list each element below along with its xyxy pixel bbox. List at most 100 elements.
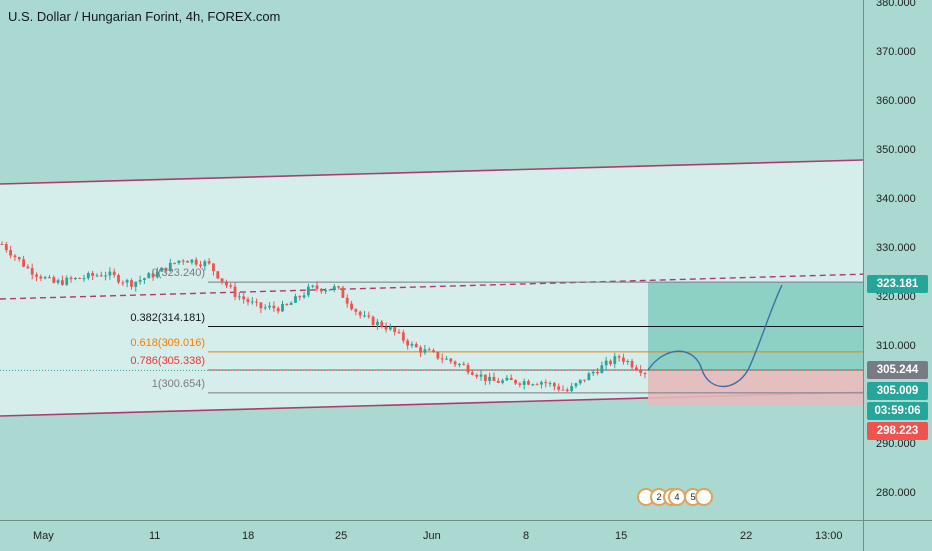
candle	[138, 275, 142, 285]
candle	[203, 259, 207, 271]
candle	[285, 303, 289, 306]
candle-body	[341, 287, 345, 298]
candle	[117, 273, 120, 285]
candle	[26, 264, 30, 270]
candle-body	[125, 280, 129, 283]
candle	[177, 260, 181, 265]
candle-body	[306, 286, 310, 296]
candle	[125, 278, 129, 288]
candle	[388, 323, 392, 331]
price-tick-label: 360.000	[876, 94, 916, 107]
candle	[423, 344, 427, 355]
fib-label-0618: 0.618(309.016)	[130, 336, 205, 349]
candle	[578, 379, 582, 386]
candle-body	[622, 357, 625, 362]
candle-body	[112, 271, 116, 276]
candle-body	[604, 360, 608, 366]
candle-body	[48, 277, 51, 279]
candle	[401, 329, 405, 344]
candle	[43, 275, 47, 280]
candle-body	[82, 278, 86, 280]
candle-body	[626, 361, 630, 363]
candle	[82, 274, 86, 282]
event-icon-6[interactable]	[695, 488, 713, 506]
candle-body	[574, 383, 578, 387]
candle	[522, 378, 526, 390]
candle	[634, 364, 638, 372]
candle	[281, 300, 284, 313]
candle	[181, 259, 185, 265]
price-tick-label: 280.000	[876, 487, 916, 500]
candle-body	[281, 303, 284, 312]
price-axis[interactable]: 380.000 370.000 360.000 350.000 340.000 330.0…	[863, 0, 932, 520]
channel-upper-line[interactable]	[0, 159, 864, 185]
candle-body	[419, 347, 422, 353]
candle-body	[583, 379, 586, 381]
candle	[225, 279, 228, 289]
candle	[190, 259, 194, 265]
candle-body	[328, 289, 332, 291]
candle-body	[233, 286, 237, 297]
candle	[164, 267, 168, 274]
candle-body	[449, 358, 453, 362]
candle-body	[35, 274, 38, 277]
time-axis[interactable]: May 11 18 25 Jun 8 15 22 13:00	[0, 520, 863, 551]
candle	[570, 382, 574, 393]
dashed-trendline[interactable]	[0, 273, 871, 300]
candle-body	[117, 275, 120, 283]
axis-corner	[863, 520, 932, 551]
candle-body	[91, 273, 95, 276]
candle	[617, 354, 621, 362]
candle	[229, 282, 233, 289]
candle-body	[225, 281, 228, 286]
candle-body	[540, 382, 543, 385]
fib-label-0382: 0.382(314.181)	[130, 311, 205, 324]
candle	[13, 254, 17, 261]
candle	[246, 296, 250, 306]
candle	[255, 298, 259, 307]
candle	[319, 288, 323, 294]
candle-body	[384, 326, 388, 330]
candle	[367, 311, 371, 319]
price-tick-label: 290.000	[876, 438, 916, 451]
candle	[531, 383, 535, 387]
fib-label-0786: 0.786(305.338)	[130, 354, 205, 367]
candle	[73, 277, 77, 281]
candle-body	[186, 261, 189, 263]
candle-body	[30, 268, 34, 275]
candle-body	[246, 299, 250, 303]
candle-body	[337, 286, 341, 288]
candle	[22, 255, 25, 268]
candle-body	[462, 364, 466, 366]
candle	[639, 365, 643, 377]
candle	[17, 256, 21, 262]
candle	[501, 378, 504, 385]
candle-body	[432, 350, 435, 352]
candle-body	[302, 295, 306, 298]
candle	[449, 357, 453, 364]
candle-body	[138, 279, 142, 282]
candle-body	[237, 296, 241, 298]
loss-zone[interactable]	[648, 370, 863, 405]
candle-body	[552, 383, 556, 387]
candle-body	[22, 259, 25, 267]
candle	[600, 361, 604, 374]
candle	[371, 315, 375, 326]
candle-body	[212, 263, 215, 272]
candle	[173, 262, 177, 265]
candle-body	[445, 358, 448, 360]
candle-body	[596, 371, 599, 374]
time-tick-label: 18	[242, 530, 255, 542]
candle	[337, 285, 341, 290]
candle-body	[78, 277, 82, 279]
candle-body	[315, 285, 319, 289]
candle-body	[164, 267, 168, 272]
candle-body	[86, 273, 90, 279]
candle-body	[501, 380, 504, 383]
projection-path[interactable]	[647, 284, 783, 387]
candle	[496, 377, 500, 384]
event-icon-4[interactable]: 4	[668, 488, 686, 506]
candle	[410, 341, 414, 349]
